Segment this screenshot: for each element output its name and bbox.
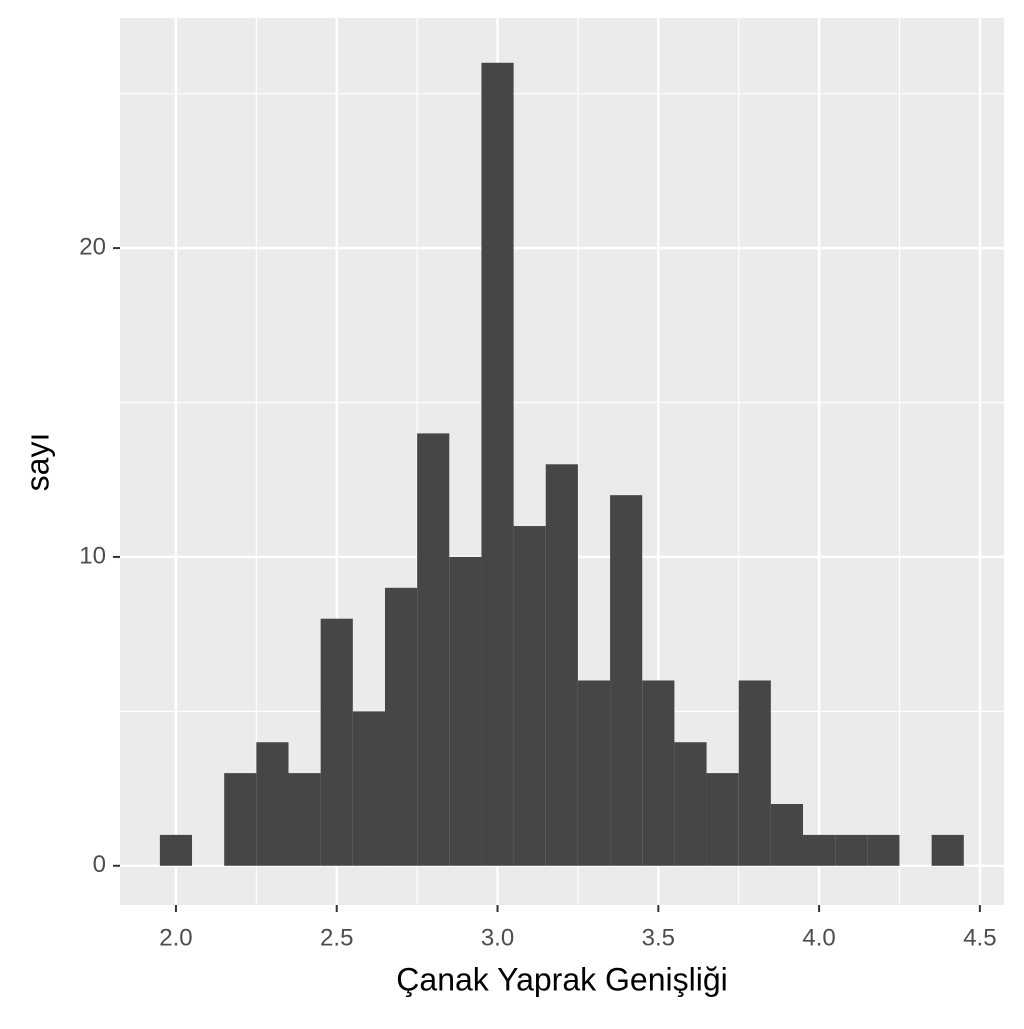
y-tick-label: 0 <box>93 851 106 878</box>
x-tick-label: 3.5 <box>642 924 675 951</box>
bar <box>288 773 321 866</box>
bar <box>224 773 257 866</box>
bar <box>352 711 385 866</box>
bar <box>320 618 353 866</box>
y-axis-title: sayı <box>19 433 55 492</box>
x-axis-title: Çanak Yaprak Genişliği <box>396 961 727 997</box>
x-tick-label: 4.5 <box>963 924 996 951</box>
bar <box>545 464 578 866</box>
bar <box>384 587 418 866</box>
bar <box>867 834 900 866</box>
bar <box>417 433 450 866</box>
y-tick-label: 20 <box>79 233 106 260</box>
bar <box>835 834 868 866</box>
bar <box>610 495 643 866</box>
bar <box>674 742 707 866</box>
y-tick-label: 10 <box>79 542 106 569</box>
bar <box>513 526 546 866</box>
x-tick-label: 3.0 <box>481 924 514 951</box>
bar <box>642 680 675 866</box>
x-tick-label: 4.0 <box>802 924 835 951</box>
x-tick-label: 2.5 <box>320 924 353 951</box>
bar <box>481 62 514 866</box>
bar <box>803 834 836 866</box>
x-tick-label: 2.0 <box>159 924 192 951</box>
bar <box>706 773 739 866</box>
bar <box>931 834 964 866</box>
bar <box>738 680 771 866</box>
bar <box>770 804 804 866</box>
bar <box>449 556 482 866</box>
bar <box>256 742 289 866</box>
bar <box>159 834 193 866</box>
bar <box>577 680 611 866</box>
